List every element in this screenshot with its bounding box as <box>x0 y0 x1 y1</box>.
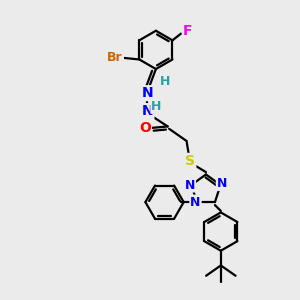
Text: O: O <box>139 121 151 135</box>
Text: N: N <box>190 196 201 208</box>
Text: N: N <box>142 86 154 100</box>
Text: N: N <box>185 178 195 191</box>
Text: H: H <box>151 100 162 113</box>
Text: S: S <box>185 154 195 168</box>
Text: Br: Br <box>107 52 123 64</box>
Text: H: H <box>160 75 170 88</box>
Text: N: N <box>142 104 154 118</box>
Text: N: N <box>217 177 227 190</box>
Text: F: F <box>183 24 193 38</box>
